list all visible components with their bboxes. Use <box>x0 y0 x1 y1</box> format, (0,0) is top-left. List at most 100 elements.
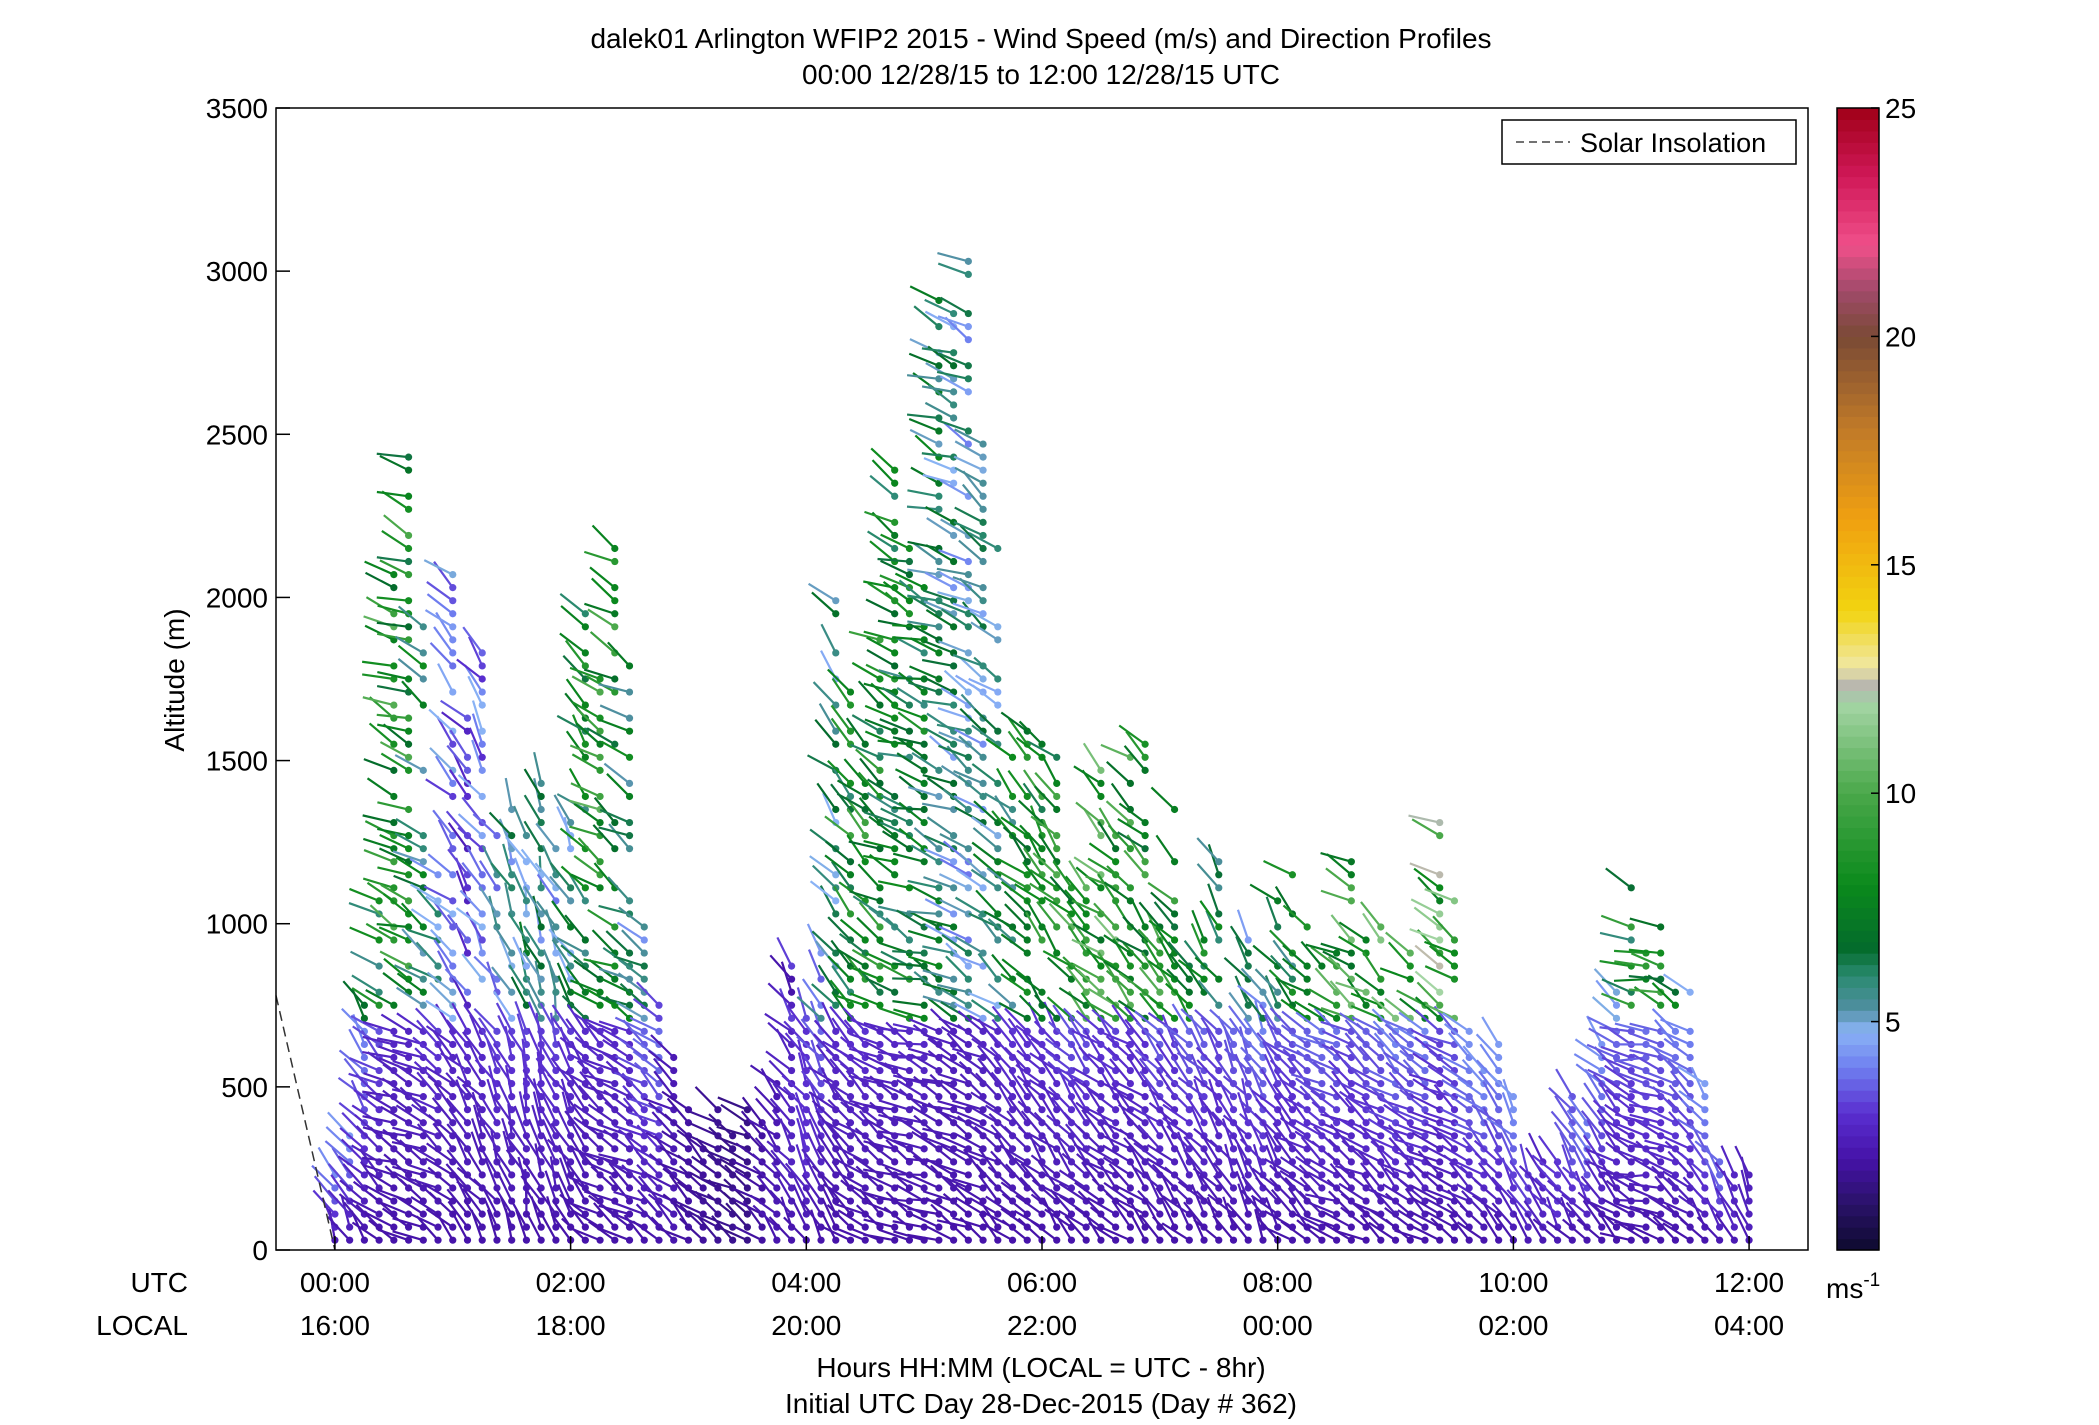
wind-barb-dot <box>1008 1236 1017 1244</box>
wind-barb-dot <box>964 375 972 383</box>
wind-barb <box>971 763 1002 788</box>
wind-barb-dot <box>1141 1093 1149 1101</box>
wind-barb-dot <box>508 1210 516 1218</box>
wind-barb <box>364 560 398 579</box>
wind-barb-shaft <box>427 853 454 876</box>
wind-barb-dot <box>478 662 486 670</box>
wind-barb-dot <box>390 858 398 866</box>
wind-barb <box>425 1025 457 1049</box>
wind-barb-dot <box>434 1053 442 1062</box>
wind-barb <box>541 1093 560 1127</box>
wind-barb-shaft <box>430 929 454 954</box>
wind-barb-shaft <box>414 1007 439 1033</box>
wind-barb <box>898 827 928 853</box>
wind-barb-dot <box>964 570 972 579</box>
wind-barb-shaft <box>520 848 543 876</box>
wind-barb-shaft <box>984 792 1014 811</box>
wind-barb <box>462 1187 486 1218</box>
wind-barb-dot <box>861 818 869 827</box>
wind-barb-dot <box>537 1053 545 1062</box>
wind-barb-dot <box>449 962 457 970</box>
wind-barb-shaft <box>432 1122 454 1150</box>
wind-barb-dot <box>596 766 604 774</box>
wind-barb-shaft <box>348 902 380 915</box>
wind-barb-shaft <box>907 929 940 942</box>
wind-barb-dot <box>390 818 398 827</box>
wind-barb <box>864 510 899 526</box>
wind-barb-shaft <box>378 847 410 863</box>
wind-barb-dot <box>390 610 398 618</box>
wind-barb <box>478 886 501 918</box>
wind-barb-shaft <box>568 767 587 797</box>
wind-barb-shaft <box>569 1145 587 1176</box>
wind-barb-shaft <box>865 598 896 615</box>
wind-barb-shaft <box>504 882 513 915</box>
wind-barb <box>429 642 457 670</box>
wind-barb-shaft <box>327 1163 351 1189</box>
wind-barb-dot <box>375 1236 383 1244</box>
wind-barb-shaft <box>435 755 454 784</box>
wind-barb-dot <box>596 792 604 801</box>
wind-barb-dot <box>891 858 899 866</box>
wind-barb-shaft <box>424 1183 454 1203</box>
wind-barb-shaft <box>752 1204 778 1228</box>
wind-barb <box>539 1211 560 1244</box>
wind-barb-dot <box>419 858 427 866</box>
wind-barb <box>937 262 972 279</box>
wind-barb <box>488 811 516 840</box>
wind-barb <box>440 699 472 722</box>
wind-barb-dot <box>817 975 825 983</box>
wind-barb-shaft <box>583 550 616 563</box>
wind-barb-shaft <box>535 822 557 850</box>
wind-barb-dot <box>449 1093 457 1101</box>
wind-barb <box>457 774 486 801</box>
wind-barb-shaft <box>377 801 409 811</box>
wind-barb-dot <box>434 1223 442 1231</box>
wind-barb-shaft <box>401 680 425 706</box>
wind-barb-dot <box>964 309 972 318</box>
wind-barb-dot <box>994 727 1002 735</box>
wind-barb-shaft <box>379 559 410 576</box>
wind-barb-shaft <box>395 1195 424 1216</box>
wind-barb <box>496 1080 516 1114</box>
wind-barb-dot <box>1023 949 1031 957</box>
wind-barb-shaft <box>569 666 601 681</box>
wind-barb-dot <box>1112 858 1120 866</box>
wind-barb <box>395 1104 427 1127</box>
wind-barb-shaft <box>807 754 837 772</box>
wind-barb-shaft <box>446 1149 469 1176</box>
wind-barb <box>559 592 589 618</box>
wind-barb-shaft <box>400 902 425 928</box>
wind-barb-shaft <box>468 636 484 667</box>
wind-barb <box>471 713 486 748</box>
wind-barb-dot <box>375 936 383 944</box>
wind-barb <box>539 1002 560 1035</box>
wind-barb <box>569 979 604 996</box>
wind-barb-shaft <box>523 794 543 824</box>
wind-barb-dot <box>478 1079 486 1088</box>
wind-barb-dot <box>478 766 486 774</box>
wind-barb-dot <box>1038 1014 1046 1022</box>
wind-barb <box>922 773 958 788</box>
wind-barb-shaft <box>846 834 867 863</box>
wind-barb-shaft <box>395 856 424 876</box>
wind-barb-shaft <box>488 811 513 837</box>
wind-barb-dot <box>1126 1236 1134 1244</box>
wind-barb <box>573 959 604 983</box>
wind-barb-shaft <box>549 875 572 902</box>
wind-barb-dot <box>640 1210 648 1218</box>
wind-barb-dot <box>935 427 943 435</box>
wind-barb-dot <box>375 1184 383 1192</box>
wind-barb-dot <box>994 975 1002 983</box>
wind-barb-shaft <box>958 1061 984 1085</box>
wind-barb <box>1002 826 1031 853</box>
wind-barb <box>461 1031 486 1062</box>
wind-barb-dot <box>625 727 634 735</box>
wind-barb-shaft <box>971 684 999 706</box>
wind-barb-dot <box>670 1066 678 1075</box>
wind-barb-dot <box>478 923 486 931</box>
wind-barb-shaft <box>598 995 630 1007</box>
wind-barb-shaft <box>473 955 498 980</box>
wind-barb-dot <box>994 936 1002 944</box>
wind-barb-shaft <box>365 989 395 1007</box>
